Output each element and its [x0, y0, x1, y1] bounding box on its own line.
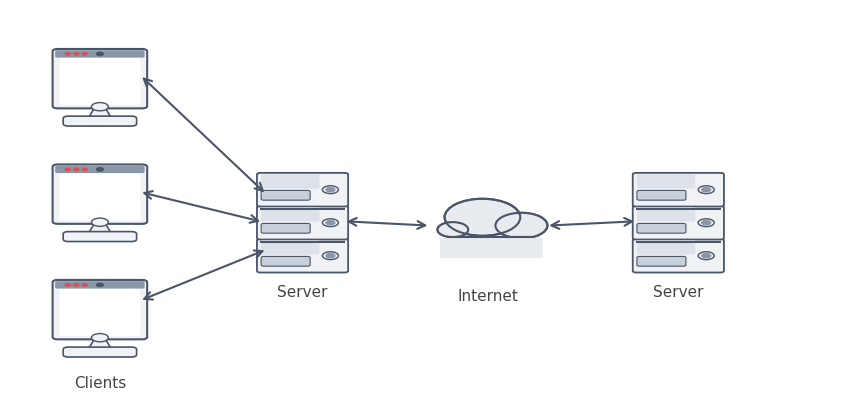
Circle shape	[702, 221, 711, 225]
Circle shape	[97, 283, 103, 287]
Circle shape	[65, 53, 71, 55]
FancyBboxPatch shape	[637, 191, 686, 200]
Polygon shape	[260, 207, 345, 209]
FancyBboxPatch shape	[632, 173, 724, 206]
Circle shape	[74, 53, 79, 55]
Circle shape	[65, 168, 71, 171]
FancyBboxPatch shape	[261, 207, 320, 222]
Circle shape	[326, 254, 335, 258]
FancyBboxPatch shape	[55, 50, 144, 58]
Circle shape	[445, 199, 520, 236]
Polygon shape	[88, 337, 111, 349]
Text: Internet: Internet	[458, 289, 518, 304]
FancyBboxPatch shape	[257, 239, 348, 273]
Circle shape	[326, 188, 335, 192]
Circle shape	[97, 52, 103, 56]
Polygon shape	[439, 238, 543, 257]
Text: Server: Server	[653, 285, 704, 300]
Circle shape	[82, 168, 88, 171]
Circle shape	[92, 102, 108, 111]
FancyBboxPatch shape	[63, 116, 137, 126]
Circle shape	[97, 168, 103, 171]
Polygon shape	[636, 240, 721, 242]
Circle shape	[496, 213, 547, 238]
FancyBboxPatch shape	[261, 240, 320, 255]
Circle shape	[439, 223, 467, 236]
Circle shape	[326, 221, 335, 225]
FancyBboxPatch shape	[637, 207, 695, 222]
FancyBboxPatch shape	[257, 206, 348, 240]
Circle shape	[702, 254, 711, 258]
FancyBboxPatch shape	[637, 175, 695, 189]
Circle shape	[92, 218, 108, 226]
Polygon shape	[448, 222, 530, 240]
FancyBboxPatch shape	[261, 175, 320, 189]
FancyBboxPatch shape	[261, 191, 310, 200]
Polygon shape	[260, 240, 345, 242]
Circle shape	[74, 284, 79, 286]
Polygon shape	[636, 207, 721, 209]
FancyBboxPatch shape	[261, 224, 310, 233]
FancyBboxPatch shape	[53, 164, 147, 224]
Text: Clients: Clients	[74, 376, 126, 391]
Circle shape	[698, 219, 714, 227]
Circle shape	[82, 284, 88, 286]
Circle shape	[322, 219, 338, 227]
FancyBboxPatch shape	[632, 239, 724, 273]
Circle shape	[92, 334, 108, 342]
Polygon shape	[445, 225, 540, 240]
Polygon shape	[88, 106, 111, 119]
FancyBboxPatch shape	[53, 280, 147, 339]
Circle shape	[438, 222, 468, 237]
Text: Server: Server	[277, 285, 328, 300]
Circle shape	[322, 186, 338, 194]
Circle shape	[498, 214, 545, 237]
FancyBboxPatch shape	[257, 173, 348, 206]
Circle shape	[322, 252, 338, 260]
FancyBboxPatch shape	[637, 240, 695, 255]
FancyBboxPatch shape	[261, 256, 310, 266]
Polygon shape	[88, 222, 111, 234]
FancyBboxPatch shape	[55, 281, 144, 288]
FancyBboxPatch shape	[63, 232, 137, 242]
Circle shape	[82, 53, 88, 55]
Circle shape	[74, 168, 79, 171]
FancyBboxPatch shape	[60, 288, 140, 336]
Circle shape	[698, 252, 714, 260]
FancyBboxPatch shape	[60, 173, 140, 221]
FancyBboxPatch shape	[632, 206, 724, 240]
Circle shape	[448, 201, 517, 234]
FancyBboxPatch shape	[637, 224, 686, 233]
FancyBboxPatch shape	[60, 57, 140, 105]
Circle shape	[698, 186, 714, 194]
Circle shape	[702, 188, 711, 192]
FancyBboxPatch shape	[55, 166, 144, 173]
FancyBboxPatch shape	[637, 256, 686, 266]
FancyBboxPatch shape	[53, 49, 147, 108]
FancyBboxPatch shape	[63, 347, 137, 357]
Circle shape	[65, 284, 71, 286]
